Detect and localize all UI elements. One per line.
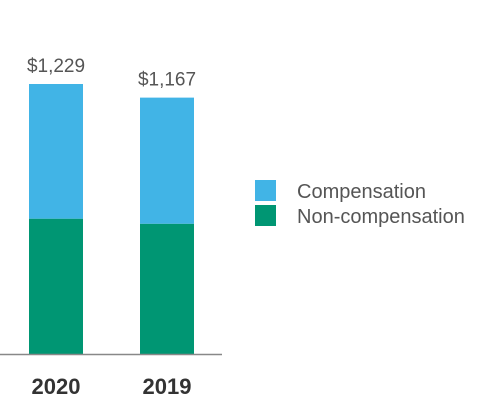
legend-swatch-non-compensation [255,205,276,226]
total-label-2019: $1,167 [138,70,196,91]
legend: Compensation Non-compensation [255,180,465,228]
bar-2019-non-compensation [140,223,194,354]
category-label-2019: 2019 [143,374,192,399]
bar-2020-non-compensation [29,218,83,354]
bars-group [29,84,194,354]
bar-2020-compensation [29,84,83,219]
total-label-2020: $1,229 [27,56,85,77]
legend-label-compensation: Compensation [297,181,426,203]
bar-2019-compensation [140,97,194,224]
legend-label-non-compensation: Non-compensation [297,206,465,228]
category-label-2020: 2020 [32,374,81,399]
legend-swatch-compensation [255,180,276,201]
labels-group: $1,229 2020 $1,167 2019 [27,56,196,399]
